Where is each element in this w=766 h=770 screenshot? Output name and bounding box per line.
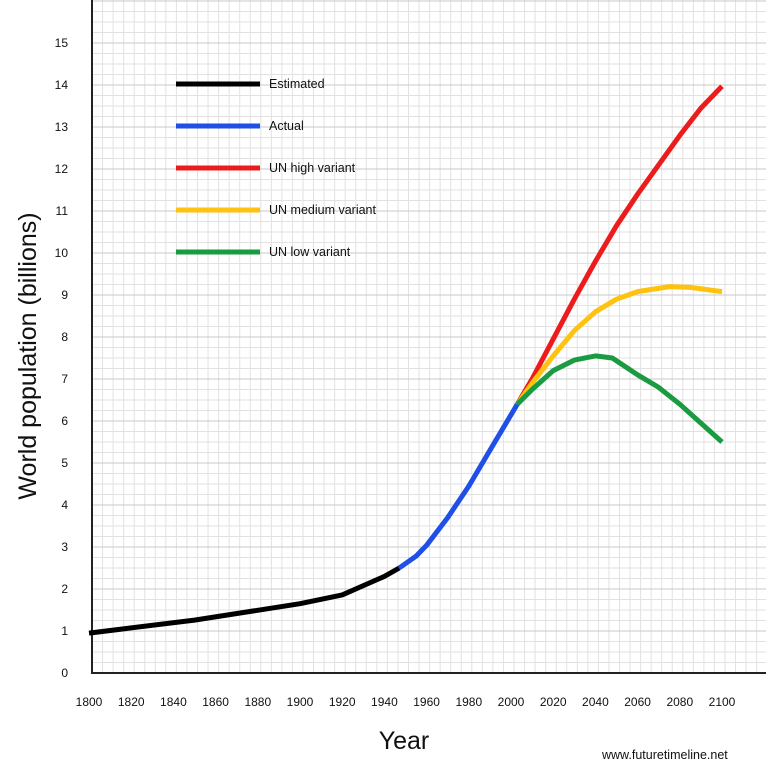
x-tick-label: 1960 (413, 695, 440, 709)
y-tick-label: 0 (61, 666, 68, 680)
series-line-estimated (88, 565, 401, 636)
y-tick-label: 2 (61, 582, 68, 596)
x-tick-label: 1980 (455, 695, 482, 709)
legend-label-un-low-variant: UN low variant (269, 245, 351, 259)
y-tick-label: 1 (61, 624, 68, 638)
series-line-un-high-variant (515, 84, 724, 406)
x-tick-label: 2000 (498, 695, 525, 709)
x-tick-label: 1820 (118, 695, 145, 709)
y-axis-title: World population (billions) (14, 212, 42, 499)
y-tick-label: 7 (61, 372, 68, 386)
x-tick-label: 1860 (202, 695, 229, 709)
y-tick-label: 13 (55, 120, 69, 134)
y-tick-label: 5 (61, 456, 68, 470)
x-tick-label: 1800 (76, 695, 103, 709)
legend-label-estimated: Estimated (269, 77, 325, 91)
x-axis-title: Year (379, 727, 430, 755)
legend-label-un-high-variant: UN high variant (269, 161, 356, 175)
legend-label-un-medium-variant: UN medium variant (269, 203, 377, 217)
y-tick-label: 4 (61, 498, 68, 512)
series-line-un-low-variant (515, 353, 724, 444)
x-tick-label: 1880 (244, 695, 271, 709)
x-tick-label: 1840 (160, 695, 187, 709)
x-tick-label: 1900 (287, 695, 314, 709)
x-tick-label: 2100 (709, 695, 736, 709)
y-tick-label: 15 (55, 36, 69, 50)
x-tick-label: 1940 (371, 695, 398, 709)
y-tick-label: 3 (61, 540, 68, 554)
grid (91, 0, 766, 674)
series-line-actual (397, 402, 520, 571)
y-tick-label: 10 (55, 246, 69, 260)
y-tick-label: 12 (55, 162, 69, 176)
x-tick-label: 2040 (582, 695, 609, 709)
y-tick-label: 11 (56, 204, 69, 218)
x-tick-label: 2080 (666, 695, 693, 709)
legend: Estimated Actual UN high variant UN medium … (176, 77, 377, 259)
x-tick-label: 2020 (540, 695, 567, 709)
y-tick-label: 6 (61, 414, 68, 428)
y-tick-label: 8 (61, 330, 68, 344)
series-lines (88, 84, 724, 636)
series-line-un-medium-variant (515, 284, 723, 406)
axes (91, 0, 766, 674)
y-tick-label: 14 (55, 78, 69, 92)
x-tick-label: 1920 (329, 695, 356, 709)
x-tick-label: 2060 (624, 695, 651, 709)
y-tick-label: 9 (61, 288, 68, 302)
legend-label-actual: Actual (269, 119, 304, 133)
source-credit: www.futuretimeline.net (601, 748, 728, 762)
